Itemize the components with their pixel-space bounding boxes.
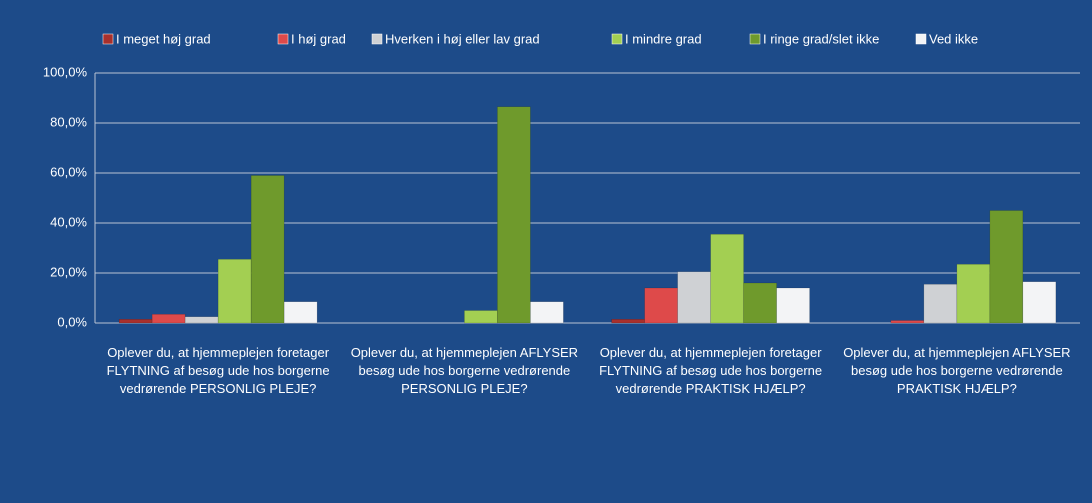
- bar: [989, 210, 1024, 324]
- bar: [283, 301, 318, 324]
- bar: [250, 175, 285, 324]
- legend-label: Hverken i høj eller lav grad: [385, 31, 540, 46]
- bar: [710, 234, 744, 324]
- bar: [497, 106, 531, 324]
- bar: [956, 264, 991, 324]
- bar: [1022, 281, 1057, 324]
- legend-label: I meget høj grad: [116, 31, 211, 46]
- bar: [923, 284, 958, 324]
- legend-swatch: [611, 33, 623, 45]
- legend-label: I høj grad: [291, 31, 346, 46]
- bar: [118, 319, 153, 324]
- x-tick-label: Oplever du, at hjemmeplejen AFLYSER besø…: [843, 345, 1071, 396]
- legend-swatch: [371, 33, 383, 45]
- y-tick-label: 80,0%: [50, 114, 87, 129]
- bar: [776, 287, 810, 324]
- bar: [743, 282, 777, 324]
- bar: [530, 301, 564, 324]
- legend-swatch: [749, 33, 761, 45]
- legend-label: I mindre grad: [625, 31, 702, 46]
- y-tick-label: 0,0%: [57, 314, 87, 329]
- bar: [677, 271, 711, 324]
- y-tick-label: 20,0%: [50, 264, 87, 279]
- y-tick-label: 60,0%: [50, 164, 87, 179]
- legend-swatch: [277, 33, 289, 45]
- x-tick-label: Oplever du, at hjemmeplejen foretager FL…: [106, 345, 330, 396]
- bar: [184, 316, 219, 324]
- y-tick-label: 100,0%: [43, 64, 88, 79]
- bar: [890, 320, 925, 324]
- x-tick-label: Oplever du, at hjemmeplejen foretager FL…: [599, 345, 823, 396]
- bar: [217, 259, 252, 324]
- legend-label: Ved ikke: [929, 31, 978, 46]
- legend-swatch: [102, 33, 114, 45]
- bar: [151, 314, 186, 324]
- bar: [644, 287, 678, 324]
- legend-label: I ringe grad/slet ikke: [763, 31, 879, 46]
- y-tick-label: 40,0%: [50, 214, 87, 229]
- legend-swatch: [915, 33, 927, 45]
- x-tick-label: Oplever du, at hjemmeplejen AFLYSER besø…: [350, 345, 579, 396]
- bar: [464, 310, 498, 324]
- bar: [611, 319, 645, 324]
